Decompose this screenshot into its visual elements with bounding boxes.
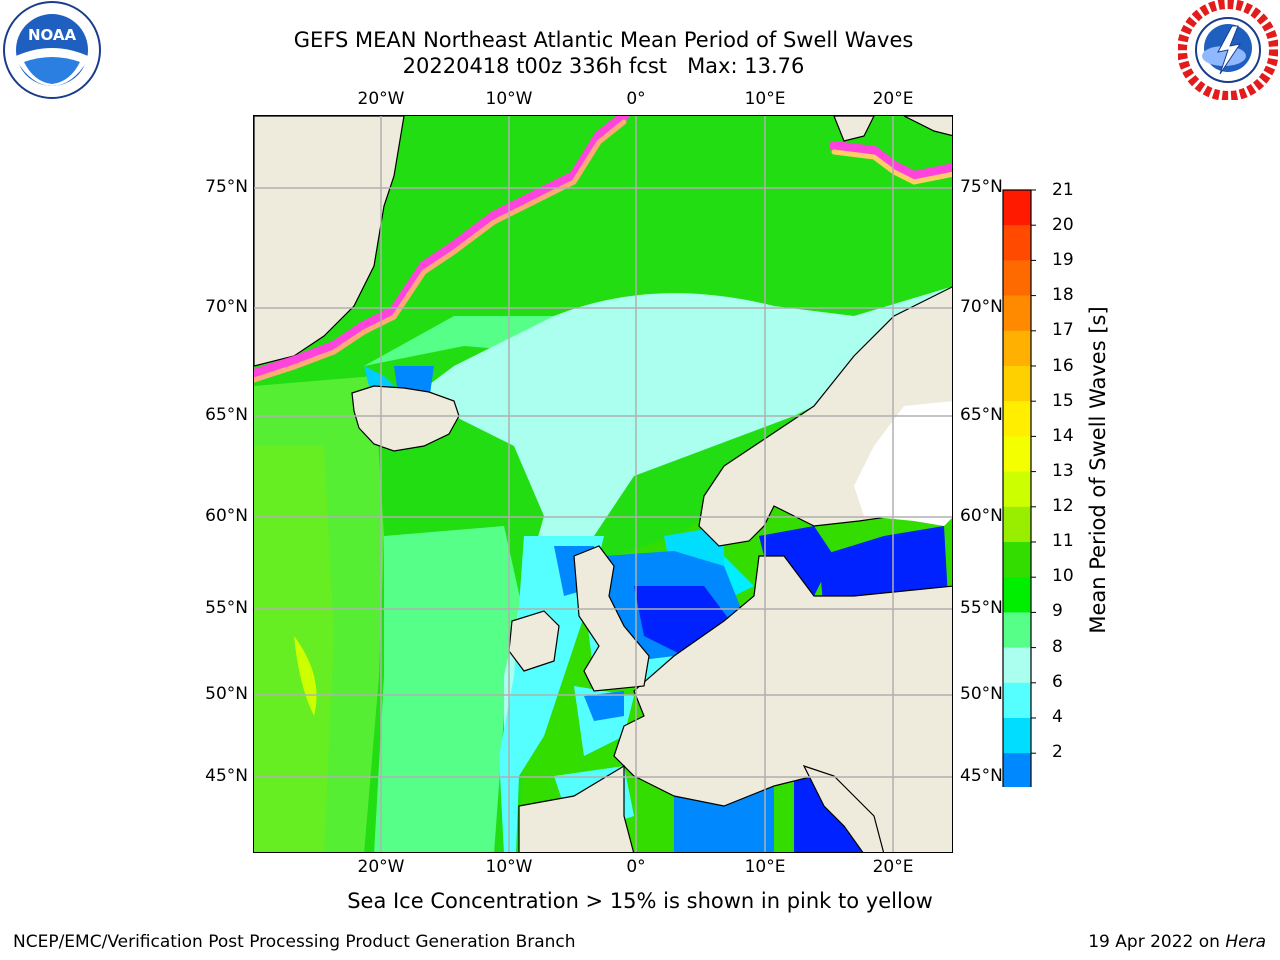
lon-label-top: 20°W [357,89,405,109]
colorbar-tick-label: 10 [1052,566,1074,586]
colorbar-tick-label: 20 [1052,215,1074,235]
lon-label-top: 10°W [485,89,533,109]
graticule [254,116,952,852]
colorbar-tick-label: 4 [1052,707,1063,727]
nws-logo [1177,0,1279,101]
colorbar-swatch [1003,682,1031,719]
colorbar-swatch [1003,190,1031,226]
colorbar-swatch [1003,718,1031,754]
great-britain [573,545,650,692]
iberia [518,764,635,852]
colorbar-tick-label: 11 [1052,531,1074,551]
colorbar-swatch [1003,647,1031,684]
iceland [351,385,460,452]
sea-ice-edge [254,116,952,383]
colorbar-swatch [1003,436,1031,473]
lat-label-right: 75°N [960,177,1003,197]
lat-label-right: 45°N [960,766,1003,786]
lat-label-right: 70°N [960,297,1003,317]
lat-label-left: 50°N [205,684,248,704]
lat-label-left: 60°N [205,506,248,526]
lat-label-left: 70°N [205,297,248,317]
lat-label-right: 50°N [960,684,1003,704]
lon-label-bottom: 0° [626,857,646,877]
lat-label-left: 75°N [205,177,248,197]
colorbar-swatch [1003,577,1031,613]
lat-label-right: 65°N [960,405,1003,425]
lat-label-left: 45°N [205,766,248,786]
colorbar-title: Mean Period of Swell Waves [s] [1086,306,1110,634]
ireland [508,610,560,672]
colorbar-swatch [1003,401,1031,437]
lon-label-top: 20°E [872,89,914,109]
colorbar-tick-label: 2 [1052,742,1063,762]
colorbar-tick-label: 19 [1052,250,1074,270]
colorbar-swatch [1003,260,1031,297]
datestamp-host: Hera [1225,932,1266,952]
datestamp-date: 19 Apr 2022 on [1088,932,1226,952]
colorbar-tick-label: 12 [1052,496,1074,516]
lat-label-right: 55°N [960,598,1003,618]
europe [613,555,952,852]
colorbar-swatch [1003,612,1031,649]
chart-title: GEFS MEAN Northeast Atlantic Mean Period… [293,28,914,52]
colorbar-tick-label: 14 [1052,426,1074,446]
colorbar-tick-label: 15 [1052,391,1074,411]
colorbar-tick-label: 18 [1052,285,1074,305]
colorbar-swatch [1003,506,1031,543]
chart-subtitle: 20220418 t00z 336h fcst Max: 13.76 [402,54,805,78]
colorbar-tick-label: 6 [1052,672,1063,692]
lon-label-bottom: 20°E [872,857,914,877]
noaa-logo-text: NOAA [28,26,77,44]
colorbar-swatch [1003,225,1031,261]
greenland [254,116,405,367]
lon-label-top: 10°E [744,89,786,109]
colorbar-tick-label: 16 [1052,356,1074,376]
lon-label-top: 0° [626,89,646,109]
colorbar-swatch [1003,295,1031,332]
lat-label-left: 65°N [205,405,248,425]
lat-label-left: 55°N [205,598,248,618]
colorbar-tick-label: 8 [1052,637,1063,657]
lat-label-right: 60°N [960,506,1003,526]
colorbar-tick-label: 21 [1052,180,1074,200]
sea-ice-footnote: Sea Ice Concentration > 15% is shown in … [347,889,933,913]
lon-label-bottom: 20°W [357,857,405,877]
lon-label-bottom: 10°W [485,857,533,877]
lon-label-bottom: 10°E [744,857,786,877]
credit-line: NCEP/EMC/Verification Post Processing Pr… [13,932,576,952]
land [254,116,952,852]
colorbar-tick-label: 9 [1052,601,1063,621]
colorbar-swatch [1003,330,1031,367]
swell-period-map [253,115,953,853]
colorbar-tick-label: 17 [1052,320,1074,340]
colorbar-tick-label: 13 [1052,461,1074,481]
colorbar [1000,187,1036,816]
colorbar-swatch [1003,753,1031,789]
colorbar-swatch [1003,366,1031,402]
colorbar-swatch [1003,542,1031,578]
datestamp: 19 Apr 2022 on Hera [1088,932,1266,952]
noaa-logo: NOAA [2,0,102,100]
colorbar-swatch [1003,471,1031,508]
